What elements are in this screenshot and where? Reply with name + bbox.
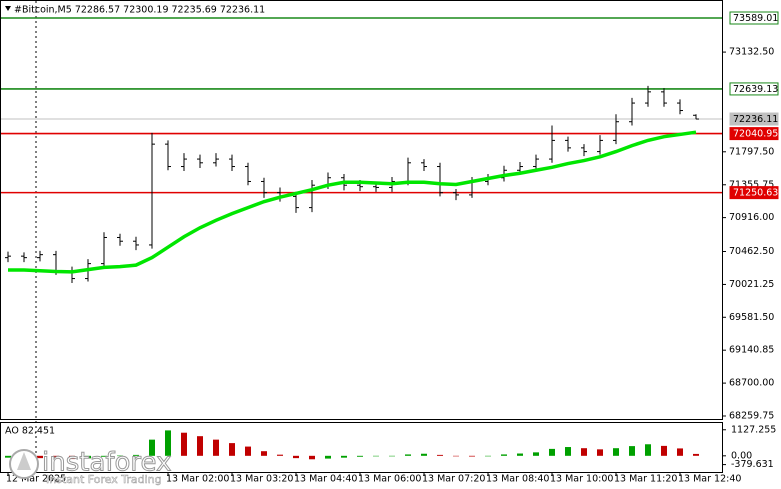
ao-bar: [165, 430, 171, 456]
ao-bar: [421, 453, 427, 456]
ao-bar: [437, 454, 443, 456]
tagline: Instant Forex Trading: [46, 473, 162, 486]
level-label: 72236.11: [733, 114, 778, 125]
ao-bar: [661, 445, 667, 456]
x-tick-label: 13 Mar 10:00: [550, 474, 613, 485]
level-label: 73589.01: [733, 13, 778, 24]
y-tick-label: 69581.50: [729, 312, 774, 323]
y-tick-label: 73132.50: [729, 47, 774, 58]
y-tick-label: 68259.75: [729, 410, 774, 421]
y-tick-label: 70021.25: [729, 279, 774, 290]
x-tick-label: 13 Mar 08:40: [486, 474, 549, 485]
x-tick-label: 13 Mar 07:20: [422, 474, 485, 485]
ao-bar: [37, 455, 43, 459]
ao-bar: [469, 455, 475, 457]
ao-bar: [309, 455, 315, 460]
y-tick-label: 71797.50: [729, 146, 774, 157]
indicator-frame: [0, 422, 723, 473]
x-tick-label: 13 Mar 02:00: [166, 474, 229, 485]
ao-bar: [229, 443, 235, 456]
ao-bar: [677, 448, 683, 456]
ao-bar: [85, 455, 91, 459]
ao-bar: [389, 455, 395, 457]
x-tick-label: 13 Mar 11:20: [614, 474, 677, 485]
plot-layer: 73132.50 71797.50 71355.75 70916.00 70462.50…: [1, 11, 779, 485]
level-label-box: [729, 11, 779, 25]
title-icon: [5, 6, 11, 11]
level-label-box: [729, 82, 779, 96]
ao-bar: [453, 455, 459, 457]
ao-bar: [325, 455, 331, 459]
level-label-box: [729, 127, 779, 141]
indicator-title: AO 82.451: [5, 426, 55, 437]
ao-bar: [245, 446, 251, 456]
level-label: 72639.13: [733, 84, 778, 95]
y-tick-label: 70916.00: [729, 212, 774, 223]
ao-bar: [197, 436, 203, 456]
level-label-box: [729, 112, 779, 126]
logo-mark: [17, 452, 31, 470]
level-label-box: [729, 186, 779, 200]
y-tick-label: -379.631: [731, 459, 774, 470]
moving-average: [8, 130, 697, 274]
ao-bar: [517, 453, 523, 456]
ao-bar: [181, 432, 187, 456]
ao-bar: [485, 455, 491, 457]
ao-bar: [293, 455, 299, 459]
ao-bar: [117, 455, 123, 457]
x-tick-label: 13 Mar 12:40: [678, 474, 741, 485]
ao-bar: [261, 451, 267, 456]
chart-title: #Bitcoin,M5 72286.57 72300.19 72235.69 7…: [14, 5, 265, 16]
ao-bar: [613, 448, 619, 456]
ao-bar: [533, 452, 539, 456]
ao-bar: [69, 455, 75, 460]
ao-bar: [213, 439, 219, 456]
x-tick-label: 13 Mar 06:00: [358, 474, 421, 485]
x-tick-label: 13 Mar 04:40: [294, 474, 357, 485]
ao-bar: [341, 455, 347, 458]
ao-bar: [53, 455, 59, 459]
ao-bar: [549, 448, 555, 456]
ao-bar: [597, 449, 603, 456]
y-tick-label: 71355.75: [729, 179, 774, 190]
ao-bar: [357, 455, 363, 457]
ao-bar: [5, 455, 11, 458]
x-tick-label: 12 Mar 2025: [6, 474, 66, 485]
y-tick-label: 68700.00: [729, 378, 774, 389]
y-tick-label: 0.00: [731, 450, 752, 461]
x-tick-label: 13 Mar 03:20: [230, 474, 293, 485]
brand: instaforex: [42, 448, 171, 478]
level-label: 71250.63: [733, 188, 778, 199]
ao-bar: [101, 455, 107, 457]
y-tick-label: 70462.50: [729, 246, 774, 257]
ao-bar: [629, 446, 635, 456]
ao-bar: [565, 447, 571, 456]
ao-bar: [405, 454, 411, 456]
level-label: 72040.95: [733, 129, 778, 140]
y-tick-label: 69140.85: [729, 345, 774, 356]
ao-bar: [581, 448, 587, 456]
ao-bar: [373, 455, 379, 457]
ao-bar: [149, 439, 155, 456]
main-frame: [0, 0, 723, 420]
ao-bar: [133, 454, 139, 456]
ao-bar: [693, 453, 699, 456]
ao-bar: [501, 454, 507, 456]
y-tick-label: 1127.255: [731, 424, 776, 435]
ao-bar: [277, 454, 283, 456]
ao-bar: [645, 444, 651, 456]
watermark: instaforex Instant Forex Trading: [9, 447, 172, 486]
